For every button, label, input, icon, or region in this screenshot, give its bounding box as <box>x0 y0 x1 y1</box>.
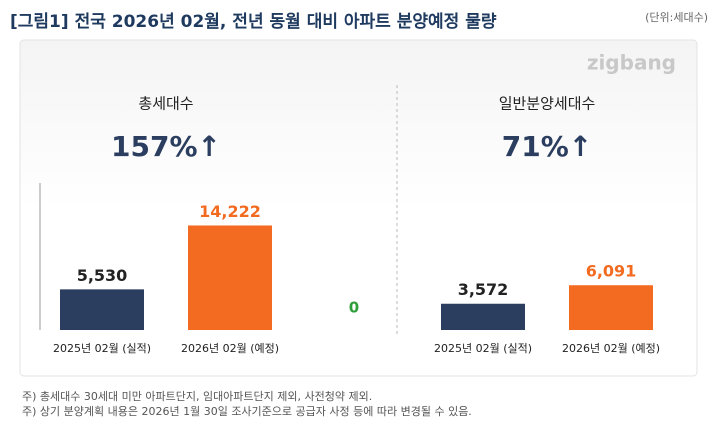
page-title: [그림1] 전국 2026년 02월, 전년 동월 대비 아파트 분양예정 물량 <box>10 12 497 32</box>
footnote: 주) 상기 분양계획 내용은 2026년 1월 30일 조사기준으로 공급자 사… <box>22 404 472 418</box>
bar <box>569 285 653 330</box>
x-tick-label: 2025년 02월 (실적) <box>53 342 151 355</box>
x-tick-label: 2026년 02월 (예정) <box>562 342 660 355</box>
value-label: 14,222 <box>199 202 261 221</box>
change-label: 157%↑ <box>111 130 221 163</box>
x-tick-label: 2025년 02월 (실적) <box>434 342 532 355</box>
bar <box>60 289 144 330</box>
value-label: 6,091 <box>586 262 637 281</box>
x-tick-label: 2026년 02월 (예정) <box>181 342 279 355</box>
bar <box>188 225 272 330</box>
footnote: 주) 총세대수 30세대 미만 아파트단지, 임대아파트단지 제외, 사전청약 … <box>22 389 372 403</box>
change-label: 71%↑ <box>502 130 592 163</box>
panel-title: 총세대수 <box>138 95 193 113</box>
value-label: 3,572 <box>458 280 509 299</box>
unit-label: (단위:세대수) <box>645 11 708 24</box>
panel-title: 일반분양세대수 <box>499 95 596 113</box>
value-label: 5,530 <box>77 266 128 285</box>
center-label: 0 <box>349 299 359 317</box>
bar <box>441 303 525 330</box>
logo: zigbang <box>587 51 676 75</box>
